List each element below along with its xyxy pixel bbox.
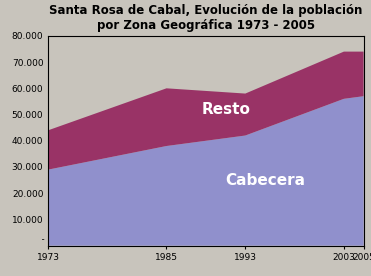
Text: -: -	[39, 235, 45, 243]
Title: Santa Rosa de Cabal, Evolución de la población
por Zona Geográfica 1973 - 2005: Santa Rosa de Cabal, Evolución de la pob…	[49, 4, 362, 32]
Text: Resto: Resto	[201, 102, 250, 117]
Text: Cabecera: Cabecera	[225, 172, 305, 188]
